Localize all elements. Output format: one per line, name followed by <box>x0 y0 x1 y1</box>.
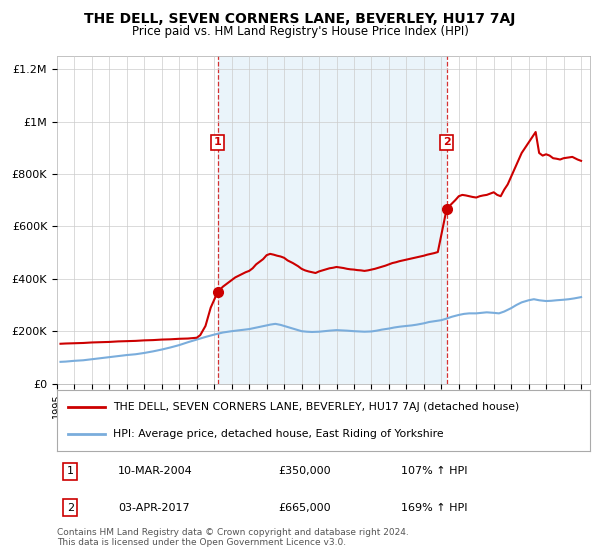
Text: £350,000: £350,000 <box>278 466 331 477</box>
Text: HPI: Average price, detached house, East Riding of Yorkshire: HPI: Average price, detached house, East… <box>113 430 443 440</box>
Text: THE DELL, SEVEN CORNERS LANE, BEVERLEY, HU17 7AJ (detached house): THE DELL, SEVEN CORNERS LANE, BEVERLEY, … <box>113 402 519 412</box>
Text: £665,000: £665,000 <box>278 503 331 513</box>
Text: 107% ↑ HPI: 107% ↑ HPI <box>401 466 467 477</box>
Text: 1: 1 <box>214 138 221 147</box>
Text: 03-APR-2017: 03-APR-2017 <box>118 503 190 513</box>
Text: 2: 2 <box>67 503 74 513</box>
Text: 1: 1 <box>67 466 74 477</box>
Text: 10-MAR-2004: 10-MAR-2004 <box>118 466 193 477</box>
Text: Price paid vs. HM Land Registry's House Price Index (HPI): Price paid vs. HM Land Registry's House … <box>131 25 469 38</box>
Text: Contains HM Land Registry data © Crown copyright and database right 2024.
This d: Contains HM Land Registry data © Crown c… <box>57 528 409 547</box>
Bar <box>218 56 446 384</box>
Text: THE DELL, SEVEN CORNERS LANE, BEVERLEY, HU17 7AJ: THE DELL, SEVEN CORNERS LANE, BEVERLEY, … <box>85 12 515 26</box>
Text: 169% ↑ HPI: 169% ↑ HPI <box>401 503 467 513</box>
Text: 2: 2 <box>443 138 451 147</box>
